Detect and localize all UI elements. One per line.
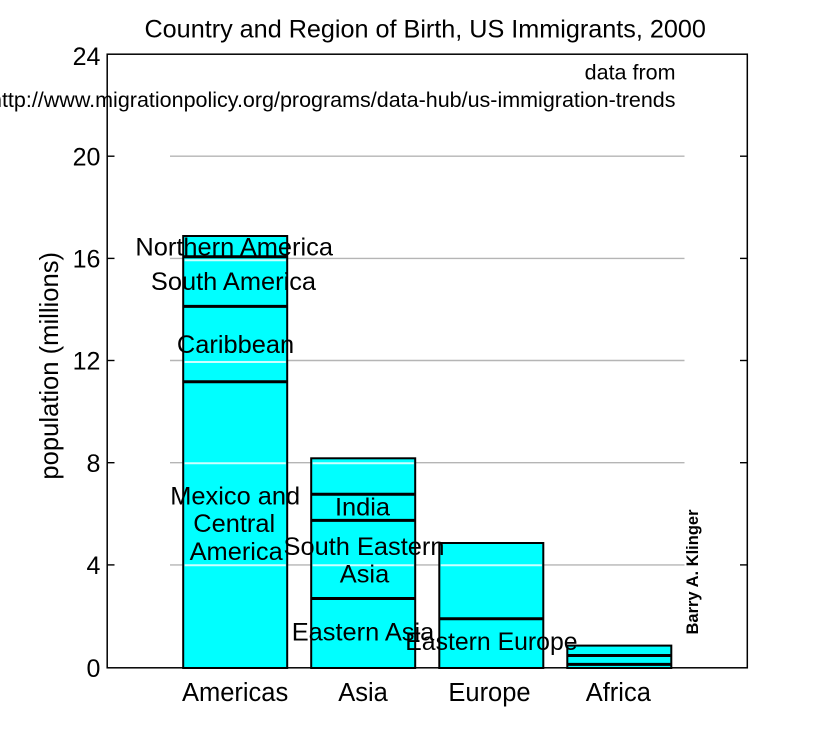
svg-text:South America: South America (151, 268, 317, 296)
svg-text:http://www.migrationpolicy.org: http://www.migrationpolicy.org/programs/… (0, 88, 676, 112)
svg-text:Mexico and: Mexico and (170, 483, 300, 511)
svg-text:Asia: Asia (340, 561, 390, 589)
svg-text:India: India (335, 494, 391, 522)
svg-text:America: America (190, 538, 284, 566)
svg-text:Asia: Asia (338, 679, 388, 707)
svg-text:Northern America: Northern America (135, 234, 333, 262)
svg-text:population (millions): population (millions) (36, 252, 64, 480)
svg-text:Eastern Europe: Eastern Europe (405, 629, 577, 656)
svg-text:Americas: Americas (182, 679, 288, 707)
svg-text:20: 20 (73, 143, 101, 171)
svg-text:Country and Region of Birth, U: Country and Region of Birth, US Immigran… (144, 15, 705, 43)
svg-text:12: 12 (73, 348, 101, 376)
svg-text:16: 16 (73, 246, 101, 274)
svg-text:Caribbean: Caribbean (177, 331, 294, 359)
svg-text:8: 8 (86, 450, 100, 478)
svg-text:4: 4 (86, 552, 100, 580)
svg-text:24: 24 (73, 43, 101, 71)
svg-text:Africa: Africa (586, 679, 652, 707)
svg-text:Barry A. Klinger: Barry A. Klinger (684, 509, 702, 635)
svg-text:Europe: Europe (448, 679, 530, 707)
svg-text:Eastern Asia: Eastern Asia (292, 618, 435, 646)
svg-text:0: 0 (86, 655, 100, 683)
svg-text:data from: data from (585, 60, 676, 84)
svg-text:Central: Central (193, 510, 275, 538)
svg-text:South Eastern: South Eastern (284, 533, 445, 561)
